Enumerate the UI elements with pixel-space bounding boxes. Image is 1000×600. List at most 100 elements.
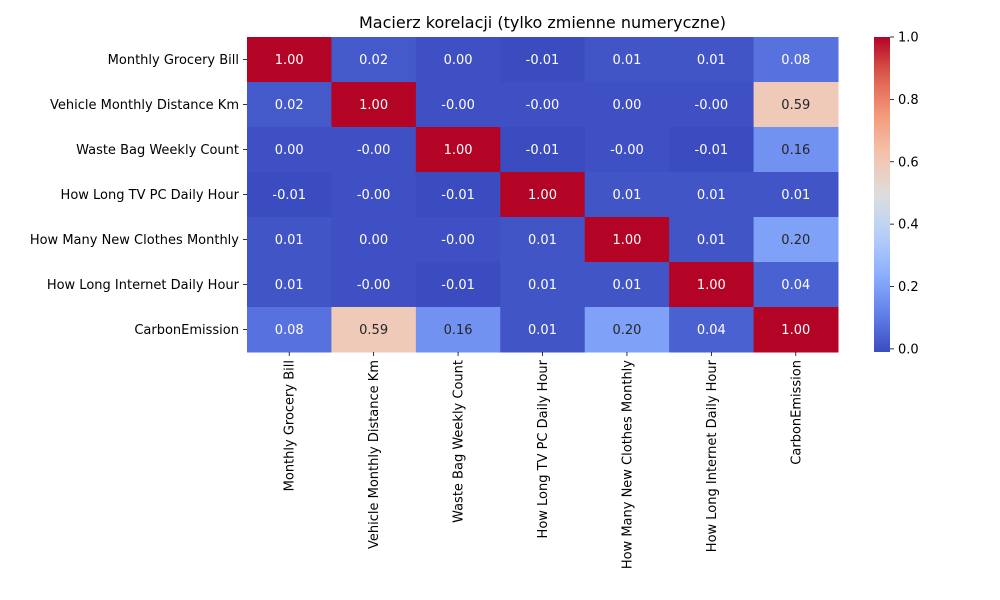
heatmap-cell [500, 127, 586, 173]
colorbar: 0.0 0.2 0.4 0.6 0.8 1.0 [874, 31, 919, 357]
cell-value-label: 0.01 [528, 323, 557, 338]
cell-value-label: 0.01 [275, 278, 304, 293]
cell-value-label: 0.01 [697, 188, 726, 203]
heatmap-cell [247, 37, 332, 83]
cell-value-label: 0.00 [612, 98, 641, 113]
colorbar-gradient [874, 37, 890, 352]
cell-value-label: -0.01 [526, 143, 560, 158]
cell-value-label: 0.02 [275, 98, 304, 113]
colorbar-tick-label: 0.6 [898, 155, 919, 170]
cell-value-label: 0.01 [612, 188, 641, 203]
cell-value-label: -0.00 [695, 98, 729, 113]
cell-value-label: 0.00 [359, 233, 388, 248]
cell-value-label: 1.00 [444, 143, 473, 158]
y-tick-label: How Long TV PC Daily Hour [61, 188, 240, 203]
cell-value-label: 0.04 [697, 323, 726, 338]
cell-value-label: -0.00 [610, 143, 644, 158]
chart-title: Macierz korelacji (tylko zmienne numeryc… [359, 13, 726, 32]
cell-value-label: 0.16 [781, 143, 810, 158]
cell-value-label: -0.00 [357, 278, 391, 293]
cell-value-label: 0.01 [275, 233, 304, 248]
cell-value-label: -0.00 [441, 233, 475, 248]
x-tick-label: How Long TV PC Daily Hour [536, 359, 551, 538]
heatmap-cell [753, 82, 839, 128]
x-tick-label: How Many New Clothes Monthly [620, 360, 635, 569]
heatmap-cell [753, 127, 839, 173]
x-axis-ticks: Monthly Grocery Bill Vehicle Monthly Dist… [283, 352, 804, 569]
cell-value-label: 0.01 [612, 278, 641, 293]
heatmap-cell [415, 262, 501, 308]
y-tick-label: Vehicle Monthly Distance Km [50, 98, 239, 113]
heatmap-cell [669, 172, 755, 218]
heatmap-cell [669, 82, 755, 128]
cell-value-label: 0.00 [275, 143, 304, 158]
cell-value-label: 1.00 [275, 53, 304, 68]
cell-value-label: -0.01 [695, 143, 729, 158]
cell-value-label: 0.01 [697, 233, 726, 248]
heatmap-cell [331, 37, 417, 83]
heatmap-cell [331, 127, 417, 173]
heatmap-cell [669, 262, 755, 308]
cell-value-label: 0.02 [359, 53, 388, 68]
cell-value-label: 0.08 [781, 53, 810, 68]
colorbar-tick-label: 0.0 [898, 342, 919, 357]
y-axis-ticks: Monthly Grocery Bill Vehicle Monthly Dist… [30, 53, 247, 338]
heatmap-cell [331, 262, 417, 308]
heatmap-cell [500, 82, 586, 128]
heatmap-cell [753, 262, 839, 308]
colorbar-tick-label: 0.4 [898, 218, 919, 233]
heatmap-cell [331, 217, 417, 263]
heatmap-cell [331, 82, 417, 128]
heatmap-cell [753, 307, 839, 353]
cell-value-label: 1.00 [781, 323, 810, 338]
heatmap-cell [753, 172, 839, 218]
heatmap-cell [415, 172, 501, 218]
heatmap-cell [331, 172, 417, 218]
y-tick-label: How Long Internet Daily Hour [47, 278, 240, 293]
cell-value-label: -0.00 [441, 98, 475, 113]
heatmap-cell [331, 307, 417, 353]
heatmap-cell [247, 82, 332, 128]
cell-value-label: 0.01 [697, 53, 726, 68]
heatmap-cell [584, 37, 670, 83]
cell-value-label: 1.00 [612, 233, 641, 248]
heatmap-cell [669, 37, 755, 83]
x-tick-label: Waste Bag Weekly Count [452, 360, 467, 523]
heatmap-cell [247, 127, 332, 173]
heatmap-cell [584, 172, 670, 218]
heatmap-cell [247, 172, 332, 218]
cell-value-label: 1.00 [528, 188, 557, 203]
cell-value-label: 0.04 [781, 278, 810, 293]
cell-value-label: -0.01 [441, 188, 475, 203]
cell-value-label: -0.01 [526, 53, 560, 68]
heatmap-cell [415, 82, 501, 128]
colorbar-tick-label: 0.8 [898, 93, 919, 108]
cell-value-label: 0.59 [781, 98, 810, 113]
heatmap-cell [584, 217, 670, 263]
cell-value-label: 0.01 [781, 188, 810, 203]
heatmap-cell [584, 307, 670, 353]
cell-value-label: 0.20 [612, 323, 641, 338]
cell-value-label: -0.00 [526, 98, 560, 113]
x-tick-label: Vehicle Monthly Distance Km [367, 360, 382, 549]
heatmap-cell [247, 307, 332, 353]
heatmap-cell [415, 307, 501, 353]
heatmap-cell [669, 127, 755, 173]
cell-value-label: 0.01 [528, 233, 557, 248]
cell-value-label: 0.20 [781, 233, 810, 248]
cell-value-label: 1.00 [359, 98, 388, 113]
cell-value-label: 0.16 [444, 323, 473, 338]
colorbar-tick-label: 0.2 [898, 280, 919, 295]
heatmap-cell [500, 37, 586, 83]
heatmap-cell [415, 217, 501, 263]
cell-value-label: -0.01 [272, 188, 306, 203]
heatmap-cell [669, 217, 755, 263]
cell-value-label: 0.01 [528, 278, 557, 293]
y-tick-label: Monthly Grocery Bill [108, 53, 239, 68]
heatmap-cell [584, 262, 670, 308]
y-tick-label: CarbonEmission [134, 323, 239, 338]
heatmap-cell [500, 262, 586, 308]
cell-value-label: 1.00 [697, 278, 726, 293]
heatmap-cell [669, 307, 755, 353]
cell-value-label: -0.00 [357, 188, 391, 203]
